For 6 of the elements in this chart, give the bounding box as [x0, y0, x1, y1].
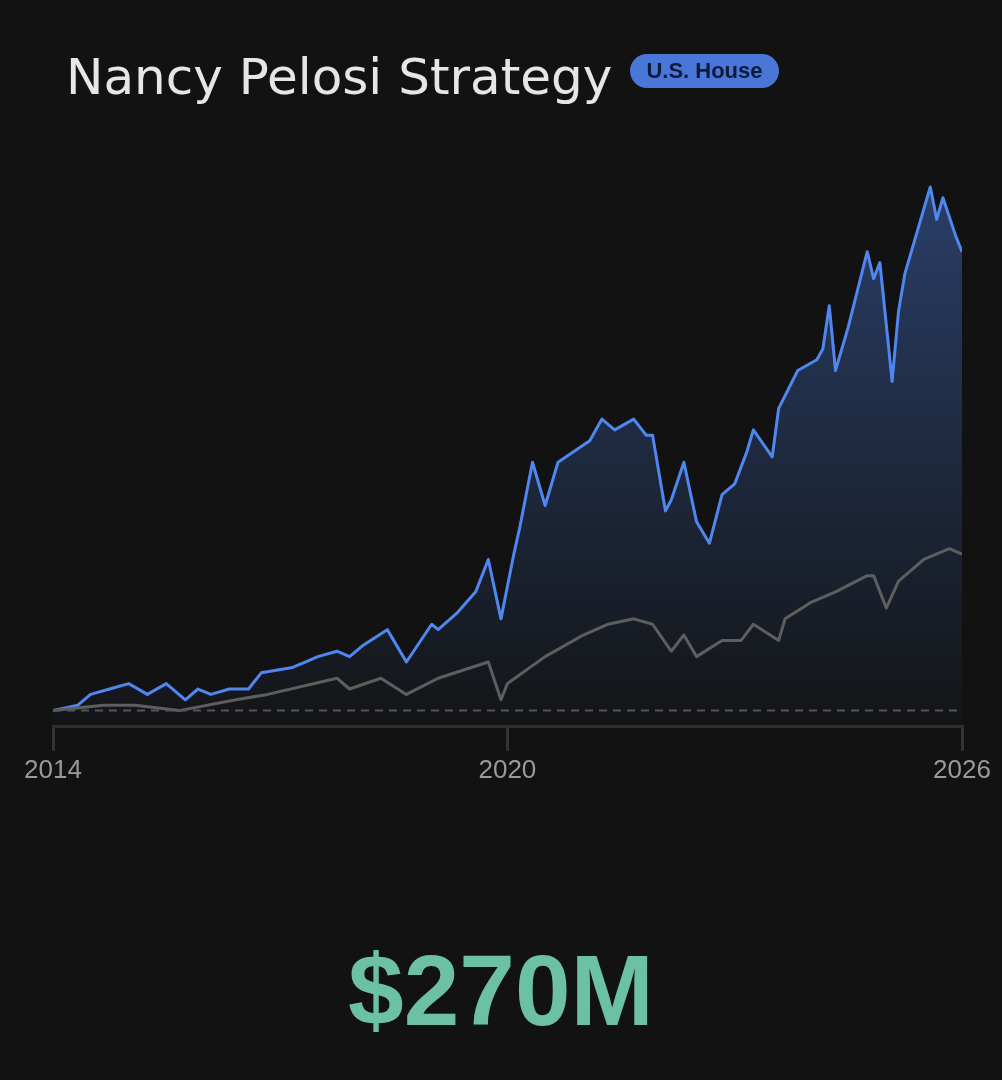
- x-tick-label: 2026: [933, 753, 991, 784]
- text: $270M: [347, 933, 655, 1048]
- chart-subtitle: U.S. House: [630, 54, 779, 88]
- x-tick-label: 2020: [478, 753, 537, 784]
- x-tick-label: 2014: [24, 753, 82, 784]
- chart-title: Nancy Pelosi Strategy: [66, 47, 613, 108]
